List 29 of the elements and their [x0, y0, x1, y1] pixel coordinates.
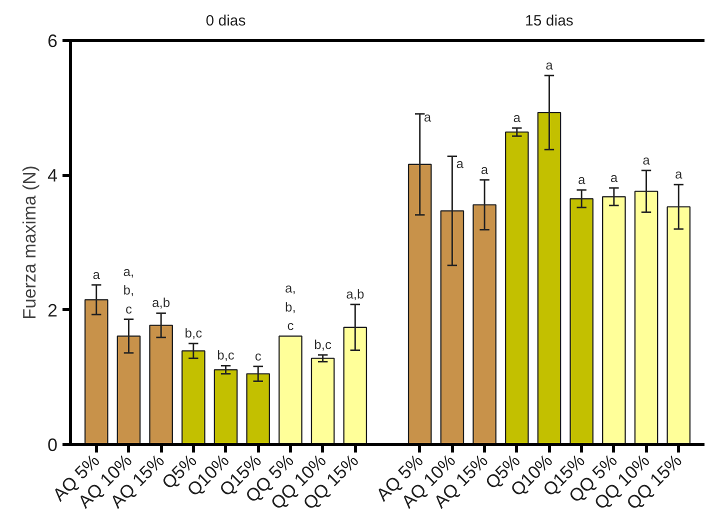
data-label: a,b	[152, 295, 170, 310]
text: 0 dias	[206, 12, 246, 30]
y-tick-label: 2	[47, 300, 58, 320]
data-label: b,c	[217, 348, 235, 363]
data-label: a	[92, 266, 101, 282]
data-label: a	[610, 170, 618, 185]
data-label: a	[480, 162, 489, 177]
data-label: a	[578, 172, 586, 187]
data-label: a	[675, 166, 684, 182]
text: 15 dias	[525, 12, 574, 30]
bar	[504, 131, 529, 444]
bar	[214, 369, 238, 444]
data-label: b,c	[184, 326, 203, 340]
bar	[278, 335, 302, 444]
data-label: a,b	[346, 286, 364, 302]
y-tick-label: 0	[47, 435, 58, 455]
data-label: b,c	[314, 336, 332, 352]
data-label: a	[642, 152, 651, 168]
data-label: a	[546, 58, 554, 73]
y-tick-label: 4	[47, 166, 58, 186]
data-label: a	[513, 110, 522, 126]
data-label: a, b, c	[123, 264, 134, 316]
y-tick-label: 6	[47, 31, 58, 51]
y-axis-title: Fuerza maxima (N)	[19, 165, 40, 320]
data-label: c	[254, 348, 262, 364]
bar	[310, 358, 335, 444]
data-label: a	[456, 156, 464, 171]
data-label: a, b, c	[285, 280, 296, 334]
data-label: a	[424, 109, 432, 124]
